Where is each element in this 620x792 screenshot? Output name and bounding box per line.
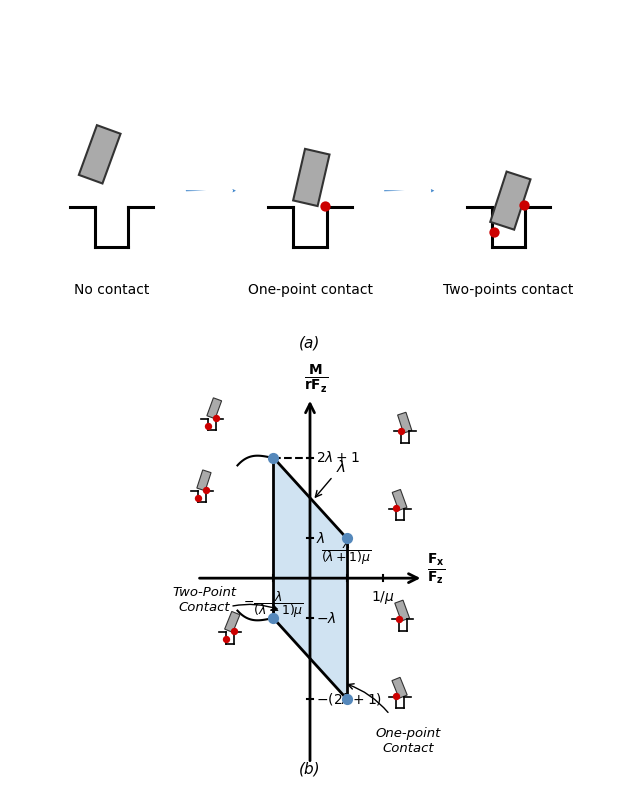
Text: One-point contact: One-point contact <box>247 284 373 297</box>
Text: $\mathbf{\frac{F_x}{F_z}}$: $\mathbf{\frac{F_x}{F_z}}$ <box>427 551 445 586</box>
Point <box>321 200 330 212</box>
Polygon shape <box>293 208 327 247</box>
Polygon shape <box>395 600 410 621</box>
Point <box>396 425 406 437</box>
Text: $\dfrac{\lambda}{(\lambda+1)\mu}$: $\dfrac{\lambda}{(\lambda+1)\mu}$ <box>321 536 372 567</box>
Polygon shape <box>95 208 128 247</box>
Point <box>211 411 221 424</box>
Text: No contact: No contact <box>74 284 149 297</box>
Point <box>229 625 239 638</box>
Point <box>221 633 231 645</box>
Polygon shape <box>490 172 531 230</box>
Polygon shape <box>198 490 206 502</box>
Text: $\lambda$: $\lambda$ <box>316 459 346 497</box>
Point <box>268 612 278 625</box>
Text: (a): (a) <box>299 335 321 350</box>
Polygon shape <box>208 418 216 430</box>
Text: $\lambda$: $\lambda$ <box>316 531 326 546</box>
Polygon shape <box>207 398 221 419</box>
Polygon shape <box>392 677 407 699</box>
Point <box>391 690 401 703</box>
Point <box>193 492 203 505</box>
Polygon shape <box>396 697 404 708</box>
Text: (b): (b) <box>299 761 321 776</box>
Point <box>201 483 211 496</box>
Polygon shape <box>273 458 347 699</box>
Polygon shape <box>397 413 412 433</box>
Polygon shape <box>79 125 120 184</box>
Polygon shape <box>293 149 329 206</box>
Point <box>394 612 404 625</box>
Point <box>342 531 352 544</box>
Text: $-(2\lambda+1)$: $-(2\lambda+1)$ <box>316 691 383 706</box>
Text: $1/\mu$: $1/\mu$ <box>371 589 395 607</box>
Polygon shape <box>224 611 240 632</box>
Polygon shape <box>392 489 407 510</box>
Text: $-\dfrac{\lambda}{(\lambda+1)\mu}$: $-\dfrac{\lambda}{(\lambda+1)\mu}$ <box>243 589 304 620</box>
Text: One-point
Contact: One-point Contact <box>375 727 440 756</box>
Point <box>489 226 499 238</box>
Polygon shape <box>197 470 211 491</box>
Polygon shape <box>492 208 525 247</box>
Point <box>268 451 278 464</box>
Polygon shape <box>401 432 409 443</box>
Text: Two-Point
Contact: Two-Point Contact <box>172 586 236 614</box>
Polygon shape <box>399 619 407 630</box>
Point <box>342 692 352 705</box>
Polygon shape <box>396 508 404 520</box>
Point <box>391 502 401 515</box>
Point <box>203 420 213 432</box>
Text: $2\lambda+1$: $2\lambda+1$ <box>316 450 360 465</box>
Text: $\mathbf{\frac{M}{rF_z}}$: $\mathbf{\frac{M}{rF_z}}$ <box>304 363 328 395</box>
Text: Two-points contact: Two-points contact <box>443 284 574 297</box>
Text: $-\lambda$: $-\lambda$ <box>316 611 337 626</box>
Polygon shape <box>226 632 234 644</box>
Point <box>520 199 529 211</box>
